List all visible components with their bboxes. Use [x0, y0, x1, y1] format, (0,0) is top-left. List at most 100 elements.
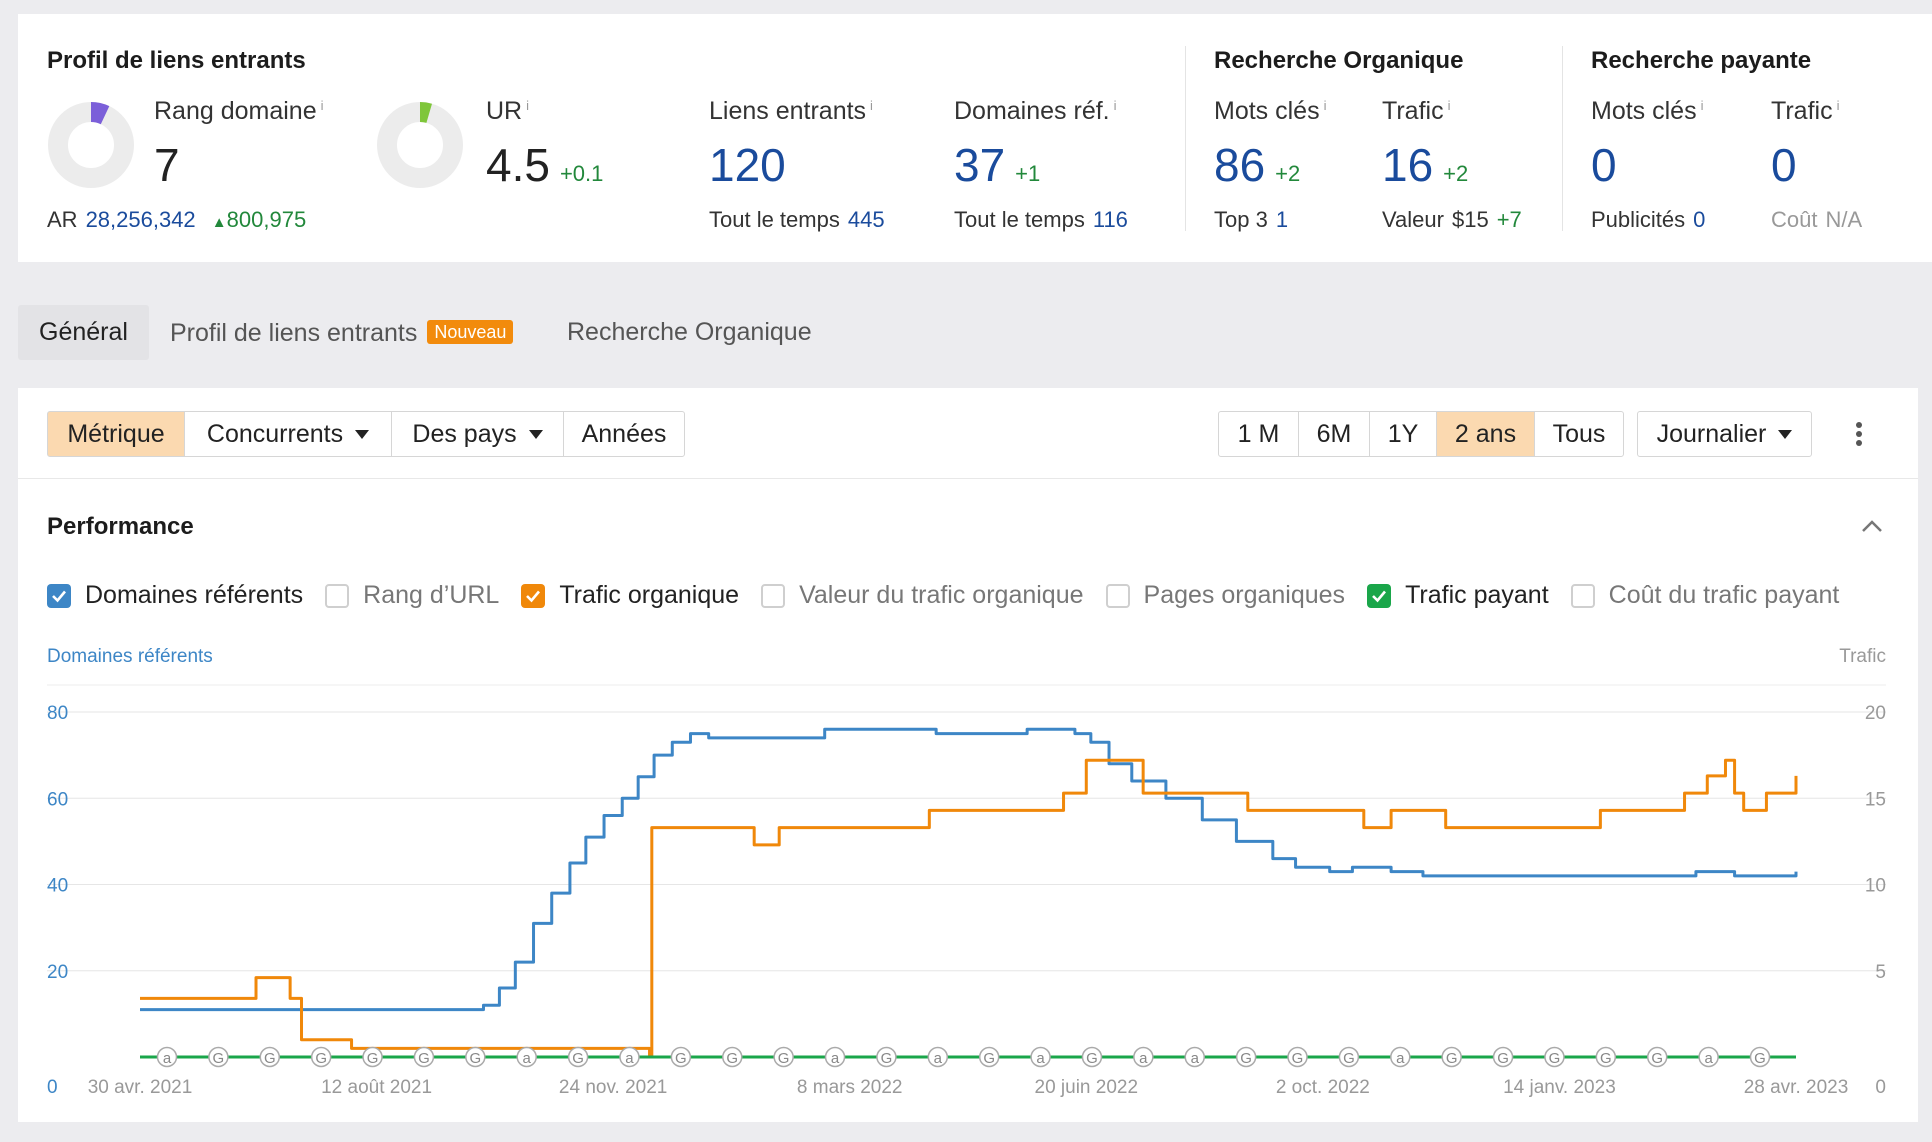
more-options-icon[interactable] [1844, 419, 1874, 449]
checkbox-url-rating[interactable]: Rang d’URL [325, 581, 499, 610]
backlinks-all-time-value[interactable]: 445 [847, 207, 885, 232]
organic-traffic-value[interactable]: 16 [1382, 139, 1434, 191]
backlinks-all-time: Tout le temps 445 [709, 207, 885, 232]
checkbox-label: Domaines référents [85, 581, 304, 609]
checkbox-icon[interactable] [1570, 583, 1595, 608]
annotation-marker [1184, 1046, 1205, 1068]
ur-label: UR i [486, 97, 529, 125]
backlinks-value[interactable]: 120 [709, 139, 786, 191]
info-icon[interactable]: i [1447, 97, 1451, 113]
annotation-marker [722, 1046, 743, 1068]
annotation-marker [1646, 1046, 1668, 1068]
annotation-marker-label: a [625, 1050, 634, 1067]
checkbox-organic-traffic-value[interactable]: Valeur du trafic organique [761, 581, 1084, 610]
paid-title: Recherche payante [1591, 47, 1812, 74]
annotation-marker-label: G [726, 1050, 738, 1067]
checkbox-label: Coût du trafic payant [1608, 581, 1840, 609]
annotation-marker-label: G [572, 1050, 584, 1067]
annotation-marker-label: G [1600, 1050, 1612, 1067]
checkbox-paid-traffic-cost[interactable]: Coût du trafic payant [1570, 581, 1840, 610]
annotation-marker-label: a [1191, 1050, 1200, 1067]
annotation-marker-label: G [1240, 1050, 1252, 1067]
paid-keywords-value[interactable]: 0 [1591, 139, 1617, 191]
annotation-marker [1235, 1046, 1257, 1068]
checkbox-paid-traffic[interactable]: Trafic payant [1367, 581, 1549, 610]
annotation-marker [516, 1046, 537, 1068]
tab-general[interactable]: Général [18, 305, 149, 360]
ar-delta: ▲800,975 [211, 207, 307, 232]
range-all[interactable]: Tous [1534, 411, 1624, 457]
backlinks-label: Liens entrants i [709, 97, 873, 125]
annotation-marker [927, 1046, 949, 1068]
interval-dropdown[interactable]: Journalier [1637, 411, 1812, 457]
annotation-marker-label: G [1549, 1050, 1561, 1067]
paid-traffic-value[interactable]: 0 [1771, 139, 1797, 191]
info-icon[interactable]: i [870, 97, 873, 113]
checkbox-icon[interactable] [1367, 583, 1392, 608]
years-button[interactable]: Années [563, 411, 685, 457]
collapse-chevron-icon[interactable] [1859, 514, 1885, 540]
info-icon[interactable]: i [1113, 97, 1117, 113]
countries-dropdown[interactable]: Des pays [391, 411, 564, 457]
tab-backlink-profile[interactable]: Profil de liens entrants Nouveau [170, 305, 514, 360]
range-6m[interactable]: 6M [1298, 411, 1370, 457]
right-axis-label: Trafic [1839, 646, 1886, 667]
metric-checkboxes: Domaines référents Rang d’URL Trafic org… [47, 581, 1861, 610]
annotation-marker-label: G [1497, 1050, 1509, 1067]
left-tick-label: 0 [47, 1077, 58, 1098]
info-icon[interactable]: i [1323, 97, 1327, 113]
competitors-dropdown[interactable]: Concurrents [184, 411, 392, 457]
info-icon[interactable]: i [526, 97, 529, 113]
ref-domains-value[interactable]: 37 [954, 139, 1006, 191]
annotation-marker [1492, 1046, 1514, 1068]
annotation-marker [670, 1046, 692, 1068]
caret-down-icon [1778, 429, 1793, 439]
range-1y[interactable]: 1Y [1369, 411, 1437, 457]
annotation-marker-label: a [831, 1050, 840, 1067]
performance-chart[interactable]: Domaines référents Trafic 80 60 40 20 0 20 15 10 5… [0, 630, 1932, 1100]
checkbox-label: Valeur du trafic organique [799, 581, 1084, 609]
checkbox-icon[interactable] [325, 583, 350, 608]
ar-value[interactable]: 28,256,342 [85, 207, 196, 232]
organic-title: Recherche Organique [1214, 47, 1464, 74]
checkbox-icon[interactable] [521, 583, 546, 608]
right-tick-label: 20 [1865, 703, 1886, 724]
range-1m[interactable]: 1 M [1218, 411, 1299, 457]
paid-keywords-label: Mots clés i [1591, 97, 1704, 125]
annotation-marker-label: G [881, 1050, 893, 1067]
checkbox-icon[interactable] [761, 583, 786, 608]
organic-keywords-value[interactable]: 86 [1214, 139, 1266, 191]
x-tick-label: 8 mars 2022 [797, 1077, 903, 1098]
annotation-marker [1081, 1046, 1103, 1068]
x-tick-label: 2 oct. 2022 [1276, 1077, 1370, 1098]
range-2y[interactable]: 2 ans [1436, 411, 1535, 457]
main-panel [18, 388, 1918, 1122]
info-icon[interactable]: i [320, 97, 324, 113]
checkbox-icon[interactable] [1105, 583, 1130, 608]
annotation-marker [773, 1046, 794, 1068]
ref-domains-delta: +1 [1015, 161, 1041, 186]
organic-keywords-delta: +2 [1275, 161, 1301, 186]
x-tick-label: 20 juin 2022 [1035, 1077, 1139, 1098]
annotation-marker [567, 1046, 589, 1068]
organic-top3-value[interactable]: 1 [1275, 207, 1289, 232]
annotation-marker-label: a [523, 1050, 532, 1067]
checkbox-organic-traffic[interactable]: Trafic organique [521, 581, 739, 610]
annotation-marker [824, 1046, 846, 1068]
left-tick-label: 20 [47, 962, 68, 983]
checkbox-icon[interactable] [47, 583, 71, 608]
divider [1185, 46, 1186, 231]
ref-domains-all-time-value[interactable]: 116 [1092, 207, 1128, 232]
checkbox-organic-pages[interactable]: Pages organiques [1105, 581, 1345, 610]
annotation-marker-label: a [1704, 1050, 1713, 1067]
paid-ads-value[interactable]: 0 [1693, 207, 1706, 232]
checkbox-referring-domains[interactable]: Domaines référents [47, 581, 303, 610]
info-icon[interactable]: i [1700, 97, 1704, 113]
annotation-marker-label: G [213, 1050, 225, 1067]
paid-cost-value: N/A [1825, 207, 1863, 232]
annotation-marker [1390, 1046, 1411, 1068]
domain-rating-value: 7 [154, 139, 180, 191]
tab-organic-search[interactable]: Recherche Organique [567, 318, 812, 346]
info-icon[interactable]: i [1836, 97, 1840, 113]
metric-button[interactable]: Métrique [47, 411, 185, 457]
